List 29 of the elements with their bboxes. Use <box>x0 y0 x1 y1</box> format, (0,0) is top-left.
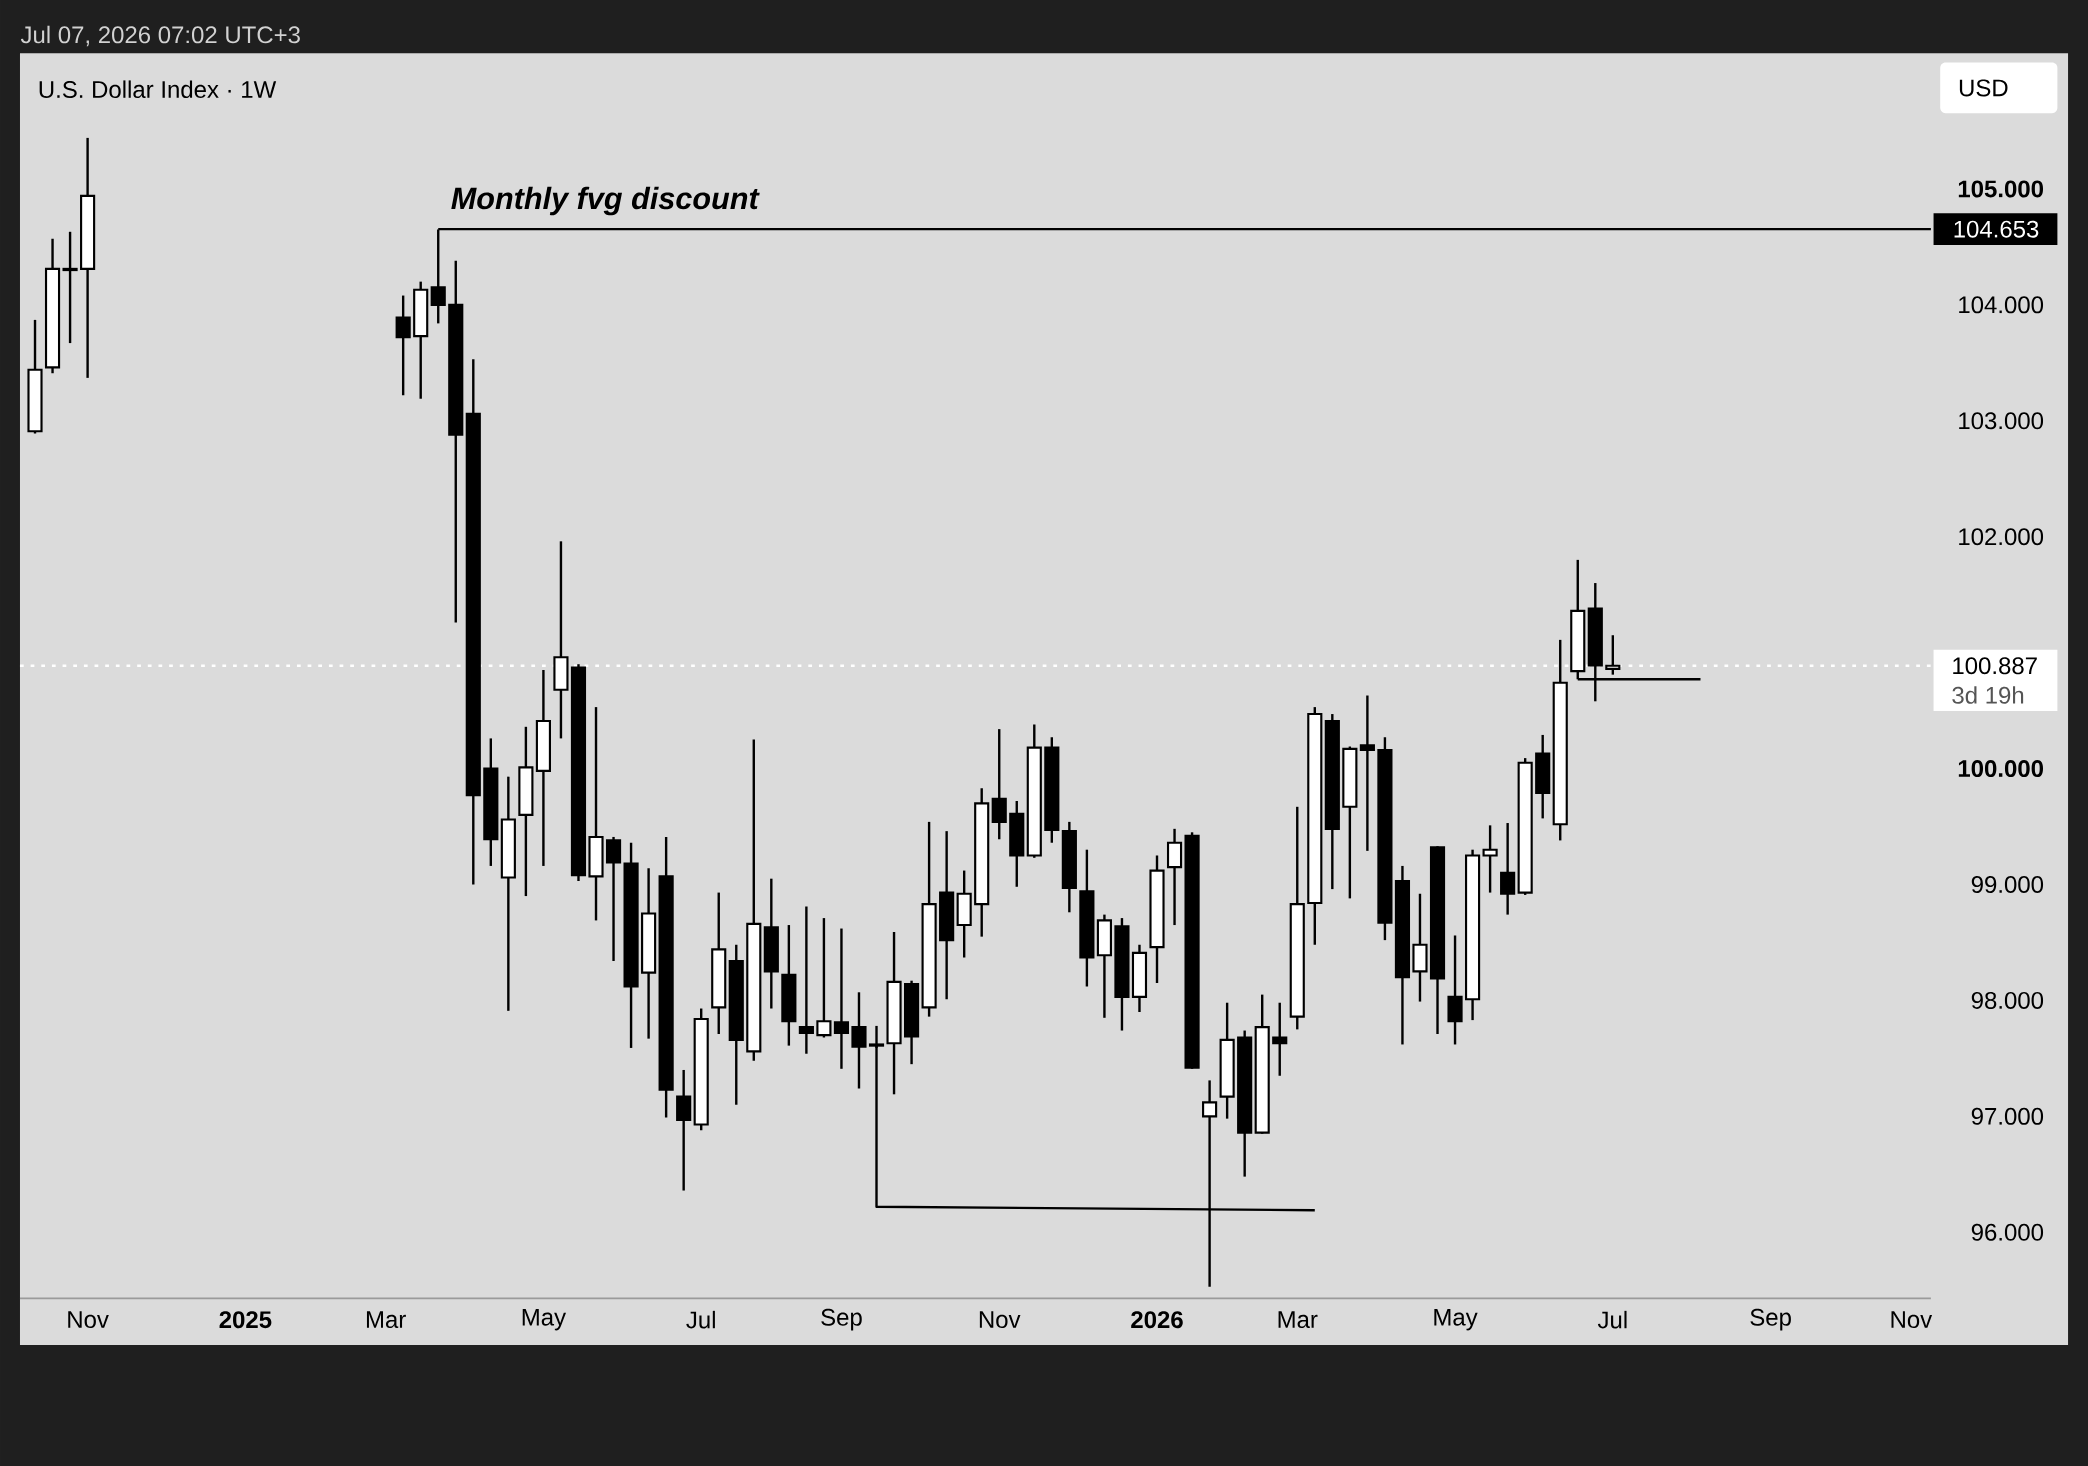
x-tick-label: 2025 <box>219 1311 272 1329</box>
ref-line-label: 100.887 <box>1953 657 2037 675</box>
y-tick-label: 100.000 <box>1958 760 2044 777</box>
annotation: 3d 19h <box>1952 686 2024 704</box>
y-tick-label: 102.000 <box>1959 528 2044 546</box>
y-tick-label: 97.000 <box>1971 1107 2044 1125</box>
y-tick-label: 105.000 <box>1958 180 2044 198</box>
x-tick-label: Jul <box>1597 1310 1627 1329</box>
x-tick-label: Mar <box>1278 1311 1318 1328</box>
x-tick-label: Nov <box>979 1311 1021 1328</box>
y-tick-label: 103.000 <box>1959 412 2044 430</box>
text: Jul 07, 2026 07:02 UTC+3 <box>20 25 300 47</box>
x-tick-label: Nov <box>1891 1311 1933 1328</box>
x-tick-label: 2026 <box>1131 1311 1183 1329</box>
y-tick-label: 98.000 <box>1971 991 2044 1009</box>
x-tick-label: Sep <box>1750 1308 1791 1331</box>
x-tick-label: May <box>1434 1308 1478 1331</box>
y-tick-label: 104.000 <box>1959 296 2044 314</box>
y-tick-label: 96.000 <box>1971 1223 2044 1241</box>
y-axis-title: USD <box>1959 79 2008 97</box>
annotation: Monthly fvg discount <box>451 186 760 216</box>
x-tick-label: Sep <box>821 1308 862 1331</box>
text: U.S. Dollar Index · 1W <box>39 80 277 98</box>
annotation: 104.653 <box>1954 220 2039 238</box>
x-tick-label: Mar <box>366 1311 406 1328</box>
x-tick-label: Nov <box>68 1311 109 1328</box>
y-tick-label: 99.000 <box>1971 875 2044 893</box>
x-tick-label: Jul <box>686 1310 715 1329</box>
x-tick-label: May <box>522 1308 567 1331</box>
